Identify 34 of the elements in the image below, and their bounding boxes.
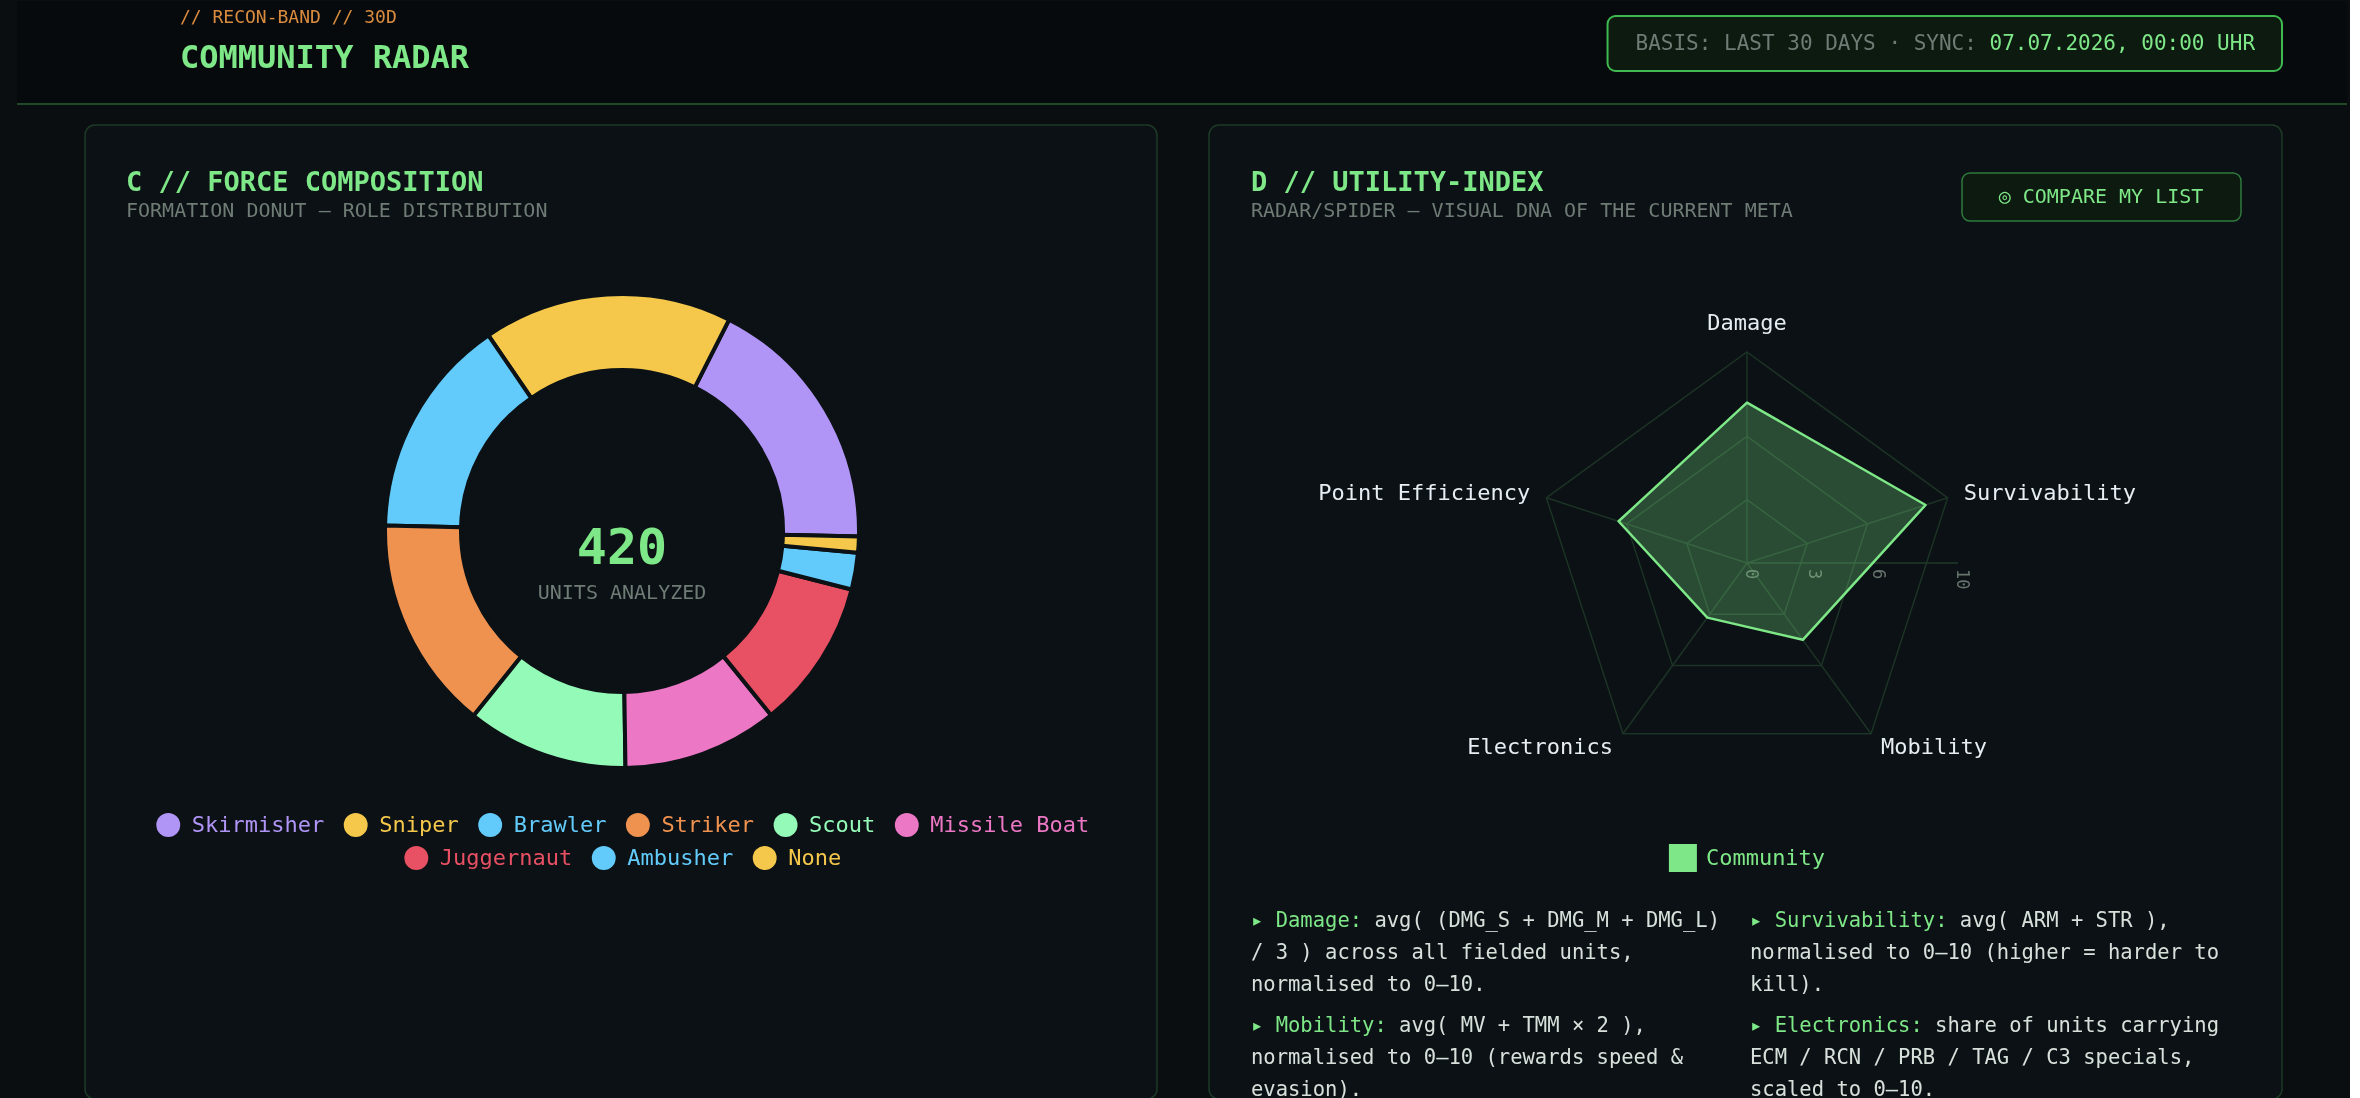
- y-tick-label: 6: [1868, 569, 1889, 580]
- spoke-label: Electronics: [1467, 734, 1614, 760]
- legend-label: Sniper: [379, 812, 459, 837]
- text: ▸ Electronics: share of units carrying ECM / RCN / PRB / TAG / C3 specials, scaled to 0–10.: [1750, 1013, 2219, 1098]
- legend-label: Scout: [809, 812, 876, 837]
- spoke-label: Damage: [1707, 310, 1787, 336]
- legend-label: Skirmisher: [191, 812, 325, 837]
- text: // RECON-BAND // 30D: [180, 6, 397, 27]
- legend-label: Brawler: [513, 812, 607, 837]
- spoke-label: Survivability: [1963, 479, 2136, 505]
- y-tick-label: 10: [1953, 569, 1973, 590]
- legend-label: None: [788, 845, 842, 870]
- chart-subtitle: RADAR/SPIDER — VISUAL DNA OF THE CURRENT META: [1251, 198, 1793, 222]
- text: ◎ COMPARE MY LIST: [1998, 184, 2204, 208]
- text: COMMUNITY RADAR: [180, 38, 470, 76]
- text: UNITS ANALYZED: [537, 580, 707, 604]
- legend-label: Missile Boat: [930, 812, 1090, 837]
- text: ▸ Survivability: avg( ARM + STR ), normalised to 0–10 (higher = harder to kill).: [1750, 908, 2219, 996]
- legend-label: Community: [1705, 845, 1826, 870]
- text: BASIS: LAST 30 DAYS · SYNC:: [1635, 31, 1977, 55]
- spoke-label: Point Efficiency: [1318, 479, 1531, 505]
- chart-subtitle: FORMATION DONUT — ROLE DISTRIBUTION: [126, 198, 548, 222]
- text: ▸ Damage: avg( (DMG_S + DMG_M + DMG_L) / 3 ) across all fielded units, normalised to 0–10.: [1251, 908, 1720, 996]
- legend-label: Striker: [661, 812, 755, 837]
- legend-label: Ambusher: [627, 845, 734, 870]
- text: 07.07.2026, 00:00 UHR: [1989, 31, 2256, 55]
- legend-label: Juggernaut: [439, 845, 573, 870]
- spoke-label: Mobility: [1880, 734, 1987, 760]
- text: ▸ Mobility: avg( MV + TMM × 2 ), normalised to 0–10 (rewards speed & evasion).: [1251, 1013, 1684, 1098]
- chart-title: C // FORCE COMPOSITION: [126, 166, 484, 197]
- text: 420: [576, 518, 668, 576]
- chart-title: D // UTILITY-INDEX: [1251, 166, 1544, 197]
- y-tick-label: 3: [1805, 569, 1826, 580]
- y-tick-label: 0: [1742, 569, 1762, 580]
